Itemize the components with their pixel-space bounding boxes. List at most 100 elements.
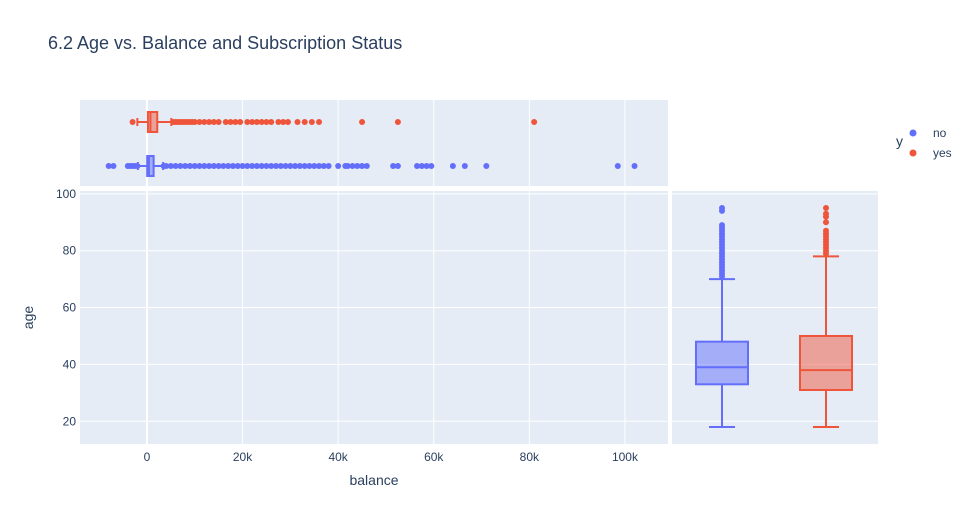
top-outlier-point-no	[186, 163, 193, 169]
x-tick-label: 40k	[328, 450, 348, 464]
legend-label-yes: yes	[933, 146, 952, 160]
top-outlier-point-no	[311, 163, 318, 169]
top-outlier-point-no	[191, 163, 198, 169]
top-outlier-point-no	[268, 163, 275, 169]
top-outlier-point-no	[210, 163, 217, 169]
legend-title: y	[896, 133, 903, 149]
top-outlier-point-no	[631, 163, 638, 169]
top-outlier-point-no	[273, 163, 279, 169]
top-outlier-point-no	[239, 163, 246, 169]
right-outlier-point-yes	[823, 227, 829, 234]
legend-marker-yes	[909, 149, 917, 157]
top-outlier-point-no	[320, 163, 327, 169]
top-outlier-point-yes	[191, 119, 198, 125]
right-outlier-point-yes	[823, 205, 829, 212]
top-outlier-point-no	[349, 163, 356, 169]
top-outlier-point-yes	[249, 119, 256, 125]
top-outlier-point-no	[390, 163, 397, 169]
top-outlier-point-no	[215, 163, 222, 169]
top-outlier-point-no	[296, 163, 303, 169]
right-box-yes	[799, 334, 853, 391]
top-box-no	[146, 155, 155, 177]
top-outlier-point-no	[316, 163, 323, 169]
top-box-yes	[146, 111, 159, 133]
top-outlier-point-yes	[294, 119, 301, 125]
x-tick-label: 20k	[233, 450, 253, 464]
top-outlier-point-yes	[316, 119, 323, 125]
top-outlier-point-no	[244, 163, 251, 169]
top-outlier-point-yes	[263, 119, 270, 125]
top-outlier-point-no	[167, 163, 174, 169]
top-outlier-point-yes	[215, 119, 222, 125]
top-outlier-point-yes	[301, 119, 308, 125]
top-outlier-point-yes	[258, 119, 265, 125]
top-outlier-point-yes	[531, 119, 538, 125]
y-tick-label: 80	[63, 244, 77, 258]
right-marginal-plot-area	[672, 191, 878, 444]
top-outlier-point-no	[229, 163, 236, 169]
top-outlier-point-yes	[196, 119, 203, 125]
legend-marker-no	[909, 129, 917, 137]
top-outlier-point-no	[335, 163, 342, 169]
right-outlier-point-yes	[823, 219, 829, 226]
right-outlier-point-no	[719, 222, 725, 229]
top-outlier-point-no	[418, 163, 425, 169]
x-tick-label: 100k	[612, 450, 639, 464]
top-outlier-point-no	[277, 163, 284, 169]
top-outlier-point-yes	[275, 119, 282, 125]
y-tick-label: 60	[63, 301, 77, 315]
top-outlier-point-no	[201, 163, 208, 169]
top-outlier-point-no	[263, 163, 270, 169]
top-outlier-point-no	[249, 163, 256, 169]
top-outlier-point-no	[287, 163, 294, 169]
y-tick-label: 40	[63, 357, 77, 371]
right-outlier-point-yes	[823, 210, 829, 217]
top-outlier-point-no	[177, 163, 184, 169]
top-outlier-point-no	[172, 163, 179, 169]
top-outlier-point-no	[483, 163, 490, 169]
top-outlier-point-no	[234, 163, 241, 169]
top-outlier-point-no	[282, 163, 289, 169]
top-outlier-point-yes	[284, 119, 291, 125]
top-outlier-point-yes	[227, 119, 234, 125]
legend-label-no: no	[933, 126, 947, 140]
top-outlier-point-no	[220, 163, 227, 169]
top-outlier-point-yes	[222, 119, 229, 125]
top-outlier-point-yes	[394, 119, 401, 125]
top-outlier-point-no	[258, 163, 265, 169]
top-outlier-point-no	[325, 163, 332, 169]
top-outlier-point-no	[253, 163, 260, 169]
right-outlier-point-no	[719, 205, 725, 212]
top-outlier-point-yes	[206, 119, 213, 125]
top-outlier-point-no	[423, 163, 430, 169]
top-outlier-point-no	[363, 163, 370, 169]
top-outlier-point-no	[461, 163, 468, 169]
top-outlier-point-no	[206, 163, 213, 169]
top-outlier-point-no	[196, 163, 203, 169]
top-outlier-point-no	[182, 163, 189, 169]
top-outlier-point-no	[105, 163, 112, 169]
top-outlier-point-yes	[280, 119, 287, 125]
top-marginal-plot-area	[80, 100, 668, 186]
x-axis-title: balance	[349, 472, 398, 488]
x-tick-label: 0	[144, 450, 151, 464]
top-outlier-point-yes	[232, 119, 239, 125]
main-plot-area	[80, 191, 668, 444]
y-axis-title: age	[20, 306, 36, 330]
top-outlier-point-yes	[244, 119, 251, 125]
x-tick-label: 80k	[520, 450, 540, 464]
top-outlier-point-yes	[237, 119, 244, 125]
top-outlier-point-no	[292, 163, 299, 169]
top-outlier-point-yes	[253, 119, 260, 125]
top-outlier-point-no	[449, 163, 456, 169]
top-outlier-point-no	[163, 163, 170, 169]
x-tick-label: 60k	[424, 450, 444, 464]
top-outlier-point-no	[354, 163, 361, 169]
top-outlier-point-no	[359, 163, 366, 169]
top-outlier-point-no	[428, 163, 435, 169]
top-outlier-point-yes	[210, 119, 217, 125]
top-outlier-point-no	[306, 163, 313, 169]
top-outlier-point-no	[414, 163, 421, 169]
